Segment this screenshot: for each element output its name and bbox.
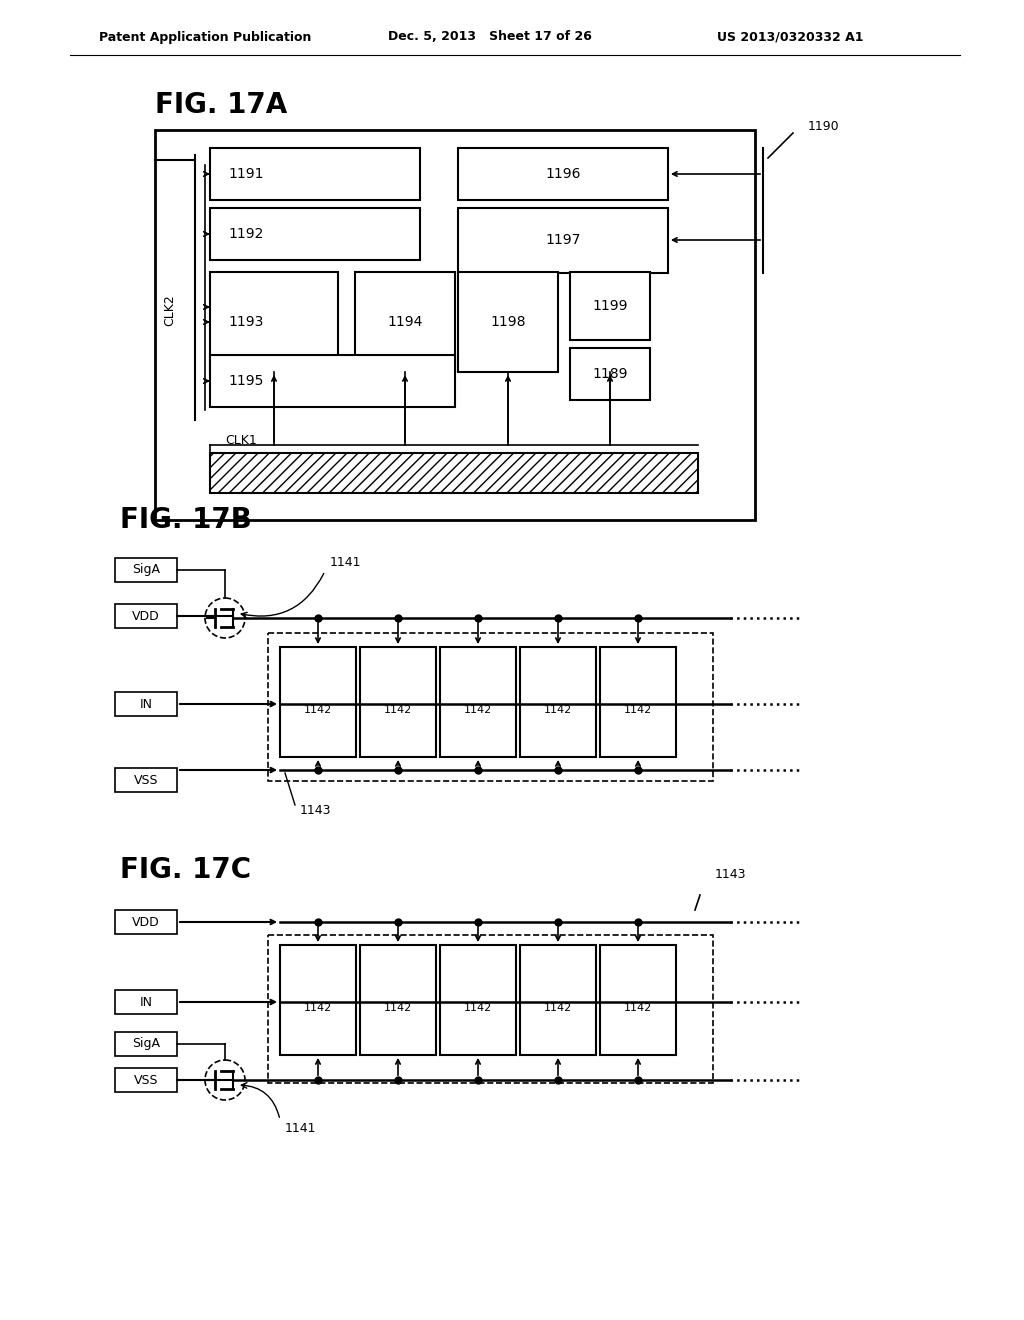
Bar [115, 909, 177, 935]
Bar [115, 1068, 177, 1092]
Bar [458, 272, 558, 372]
Bar [520, 945, 596, 1055]
Text: FIG. 17B: FIG. 17B [120, 506, 252, 535]
Text: 1189: 1189 [592, 367, 628, 381]
Bar [210, 355, 455, 407]
Bar [268, 935, 713, 1082]
Bar [210, 209, 420, 260]
Text: 1141: 1141 [330, 557, 361, 569]
Text: 1142: 1142 [544, 1003, 572, 1012]
Text: 1142: 1142 [624, 1003, 652, 1012]
Text: IN: IN [139, 697, 153, 710]
Text: 1196: 1196 [545, 168, 581, 181]
Text: 1142: 1142 [464, 1003, 493, 1012]
Bar [458, 209, 668, 273]
Bar [440, 647, 516, 756]
Text: CLK2: CLK2 [164, 294, 176, 326]
Bar [280, 945, 356, 1055]
Text: 1142: 1142 [624, 705, 652, 715]
Text: VSS: VSS [134, 1073, 159, 1086]
Bar [458, 148, 668, 201]
Text: 1142: 1142 [384, 1003, 412, 1012]
Bar [360, 647, 436, 756]
Text: 1142: 1142 [464, 705, 493, 715]
Text: IN: IN [139, 995, 153, 1008]
Bar [280, 647, 356, 756]
Bar [355, 272, 455, 372]
Text: FIG. 17A: FIG. 17A [155, 91, 288, 119]
Text: 1194: 1194 [387, 315, 423, 329]
Bar [115, 990, 177, 1014]
Text: 1141: 1141 [285, 1122, 316, 1134]
Text: 1142: 1142 [304, 705, 332, 715]
Text: 1199: 1199 [592, 300, 628, 313]
Text: 1193: 1193 [228, 315, 263, 329]
Text: VDD: VDD [132, 610, 160, 623]
Text: Dec. 5, 2013   Sheet 17 of 26: Dec. 5, 2013 Sheet 17 of 26 [388, 30, 592, 44]
Bar [600, 647, 676, 756]
Text: CLK1: CLK1 [225, 434, 257, 447]
Text: VSS: VSS [134, 774, 159, 787]
Text: 1197: 1197 [546, 234, 581, 247]
Text: 1142: 1142 [544, 705, 572, 715]
Bar [155, 129, 755, 520]
Bar [210, 148, 420, 201]
Text: 1192: 1192 [228, 227, 263, 242]
Bar [520, 647, 596, 756]
Text: 1198: 1198 [490, 315, 525, 329]
Text: FIG. 17C: FIG. 17C [120, 855, 251, 884]
Text: 1142: 1142 [304, 1003, 332, 1012]
Text: 1142: 1142 [384, 705, 412, 715]
Text: SigA: SigA [132, 564, 160, 577]
Bar [115, 768, 177, 792]
Bar [115, 558, 177, 582]
Bar [600, 945, 676, 1055]
Bar [360, 945, 436, 1055]
Text: 1191: 1191 [228, 168, 263, 181]
Text: 1143: 1143 [300, 804, 332, 817]
Bar [210, 453, 698, 492]
Bar [440, 945, 516, 1055]
Text: 1143: 1143 [715, 869, 746, 882]
Bar [268, 634, 713, 781]
Bar [570, 348, 650, 400]
Bar [570, 272, 650, 341]
Bar [115, 605, 177, 628]
Bar [115, 1032, 177, 1056]
Bar [115, 692, 177, 715]
Text: US 2013/0320332 A1: US 2013/0320332 A1 [717, 30, 863, 44]
Text: SigA: SigA [132, 1038, 160, 1051]
Text: VDD: VDD [132, 916, 160, 928]
Text: Patent Application Publication: Patent Application Publication [98, 30, 311, 44]
Bar [210, 272, 338, 372]
Text: 1190: 1190 [808, 120, 840, 132]
Text: 1195: 1195 [228, 374, 263, 388]
